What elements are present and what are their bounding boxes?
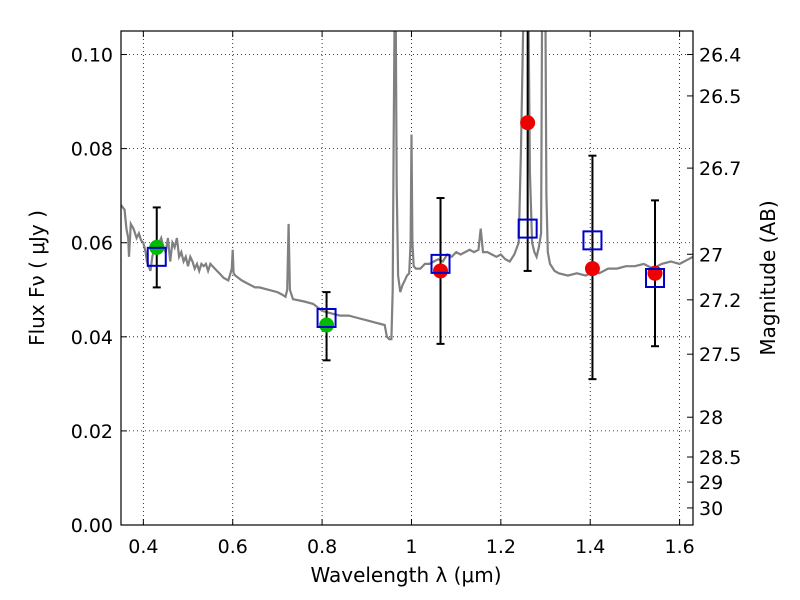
magnitude-tick-label: 26.7 [699, 158, 741, 180]
magnitude-tick-label: 26.4 [699, 45, 741, 67]
magnitude-tick-labels: 26.4 26.5 26.7 27 27.2 27.5 28 28.5 29 30 [699, 45, 741, 520]
x-tick-labels: 0.4 0.6 0.8 1 1.2 1.4 1.6 [128, 536, 694, 558]
model-square [430, 253, 451, 274]
error-bars [152, 31, 660, 381]
model-square [146, 246, 167, 267]
green-point [319, 317, 335, 333]
y-tick-label: 0.10 [71, 45, 113, 67]
grid [121, 31, 693, 525]
magnitude-tick-label: 26.5 [699, 86, 741, 108]
y-tick-label: 0.02 [71, 421, 113, 443]
axis-ticks [121, 31, 693, 526]
x-tick-label: 0.8 [307, 536, 337, 558]
magnitude-tick-label: 30 [699, 498, 723, 520]
red-point [584, 261, 600, 277]
y-tick-label: 0.00 [71, 515, 113, 537]
model-square [645, 268, 666, 288]
model-square [582, 230, 603, 251]
x-tick-label: 0.6 [218, 536, 248, 558]
x-tick-label: 1 [405, 536, 417, 558]
x-tick-label: 1.6 [664, 536, 694, 558]
magnitude-tick-label: 27 [699, 244, 723, 266]
magnitude-tick-label: 28.5 [699, 447, 741, 469]
data-points [146, 115, 666, 333]
magnitude-axis-title: Magnitude (AB) [756, 200, 780, 355]
x-tick-label: 1.4 [575, 536, 605, 558]
red-point [433, 263, 449, 279]
y-tick-label: 0.06 [71, 233, 113, 255]
model-square [517, 218, 538, 239]
x-tick-label: 1.2 [486, 536, 516, 558]
magnitude-tick-label: 28 [699, 407, 723, 429]
y-axis-title: Flux Fν ( μJy ) [25, 210, 49, 346]
magnitude-tick-label: 29 [699, 472, 723, 494]
y-tick-labels: 0.00 0.02 0.04 0.06 0.08 0.10 [71, 45, 113, 537]
y-tick-label: 0.08 [71, 139, 113, 161]
magnitude-tick-label: 27.5 [699, 344, 741, 366]
spectrum-line [121, 31, 693, 341]
red-point [520, 115, 536, 131]
x-axis-title: Wavelength λ (μm) [310, 563, 501, 587]
y-tick-label: 0.04 [71, 327, 113, 349]
x-tick-label: 0.4 [128, 536, 158, 558]
plot-frame [120, 30, 694, 526]
model-square [316, 307, 337, 328]
magnitude-tick-label: 27.2 [699, 290, 741, 312]
